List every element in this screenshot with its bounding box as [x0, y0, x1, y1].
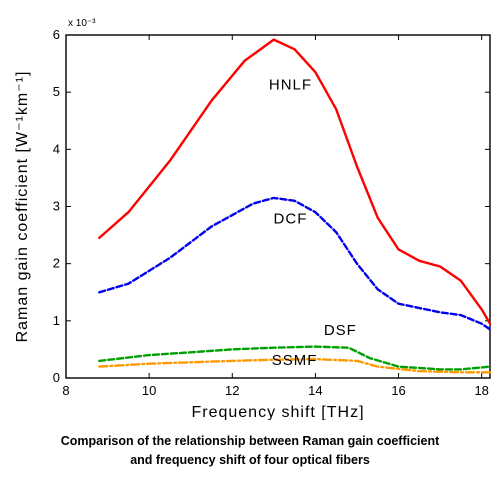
series-annotation-dsf: DSF — [324, 322, 357, 339]
figure-caption: Comparison of the relationship between R… — [0, 432, 500, 470]
series-line-ssmf — [98, 357, 492, 374]
x-axis-label: Frequency shift [THz] — [191, 404, 364, 420]
caption-line-1: Comparison of the relationship between R… — [60, 434, 440, 448]
x-tick-label: 8 — [62, 383, 69, 398]
x-tick-label: 18 — [474, 383, 488, 398]
x-tick-label: 12 — [225, 383, 239, 398]
y-tick-label: 6 — [53, 27, 60, 42]
y-axis-label: Raman gain coefficient [W⁻¹km⁻¹] — [14, 71, 31, 343]
x-tick-label: 16 — [391, 383, 405, 398]
series-annotation-dcf: DCF — [274, 211, 308, 228]
series-line-dsf — [98, 345, 492, 371]
series-line-hnlf — [98, 38, 492, 325]
y-tick-label: 5 — [53, 84, 60, 99]
caption-line-2: and frequency shift of four optical fibe… — [130, 453, 370, 467]
x-tick-label: 10 — [142, 383, 156, 398]
y-tick-label: 4 — [53, 141, 60, 156]
y-tick-label: 1 — [53, 313, 60, 328]
y-tick-label: 0 — [53, 370, 60, 385]
series-annotation-ssmf: SSMF — [272, 352, 318, 369]
series-annotation-hnlf: HNLF — [269, 76, 312, 93]
y-tick-label: 2 — [53, 256, 60, 271]
y-tick-label: 3 — [53, 199, 60, 214]
series-line-dcf — [98, 196, 492, 331]
x-tick-label: 14 — [308, 383, 322, 398]
y-multiplier-label: x 10⁻³ — [68, 18, 96, 29]
